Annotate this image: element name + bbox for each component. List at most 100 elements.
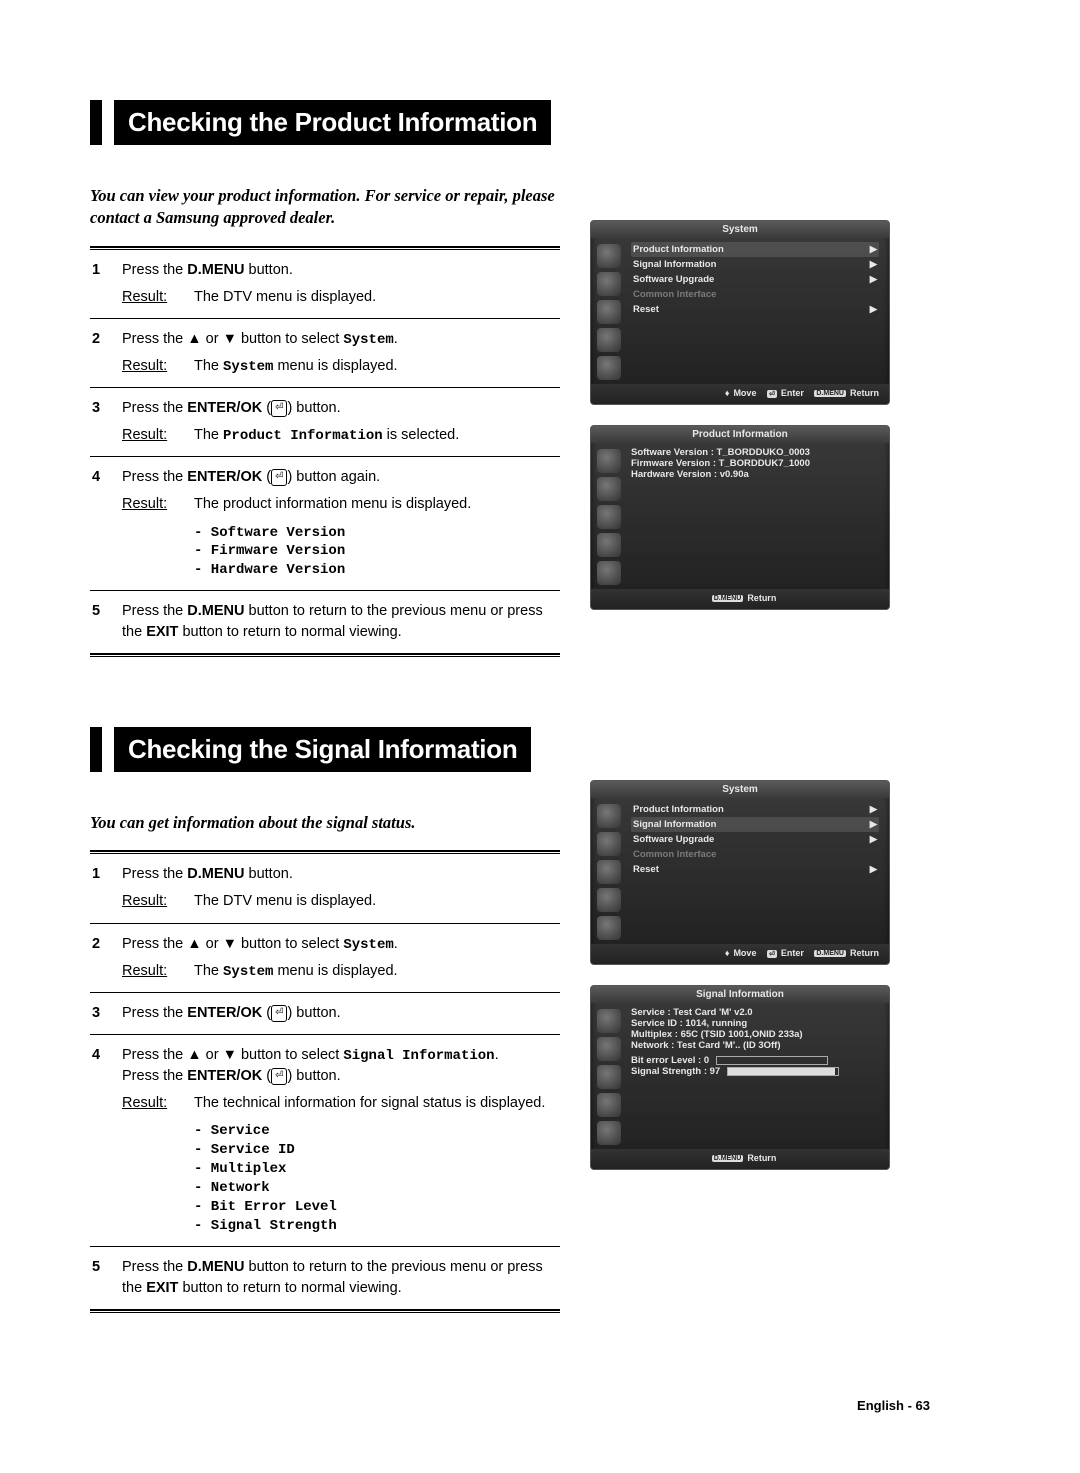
bar-fill xyxy=(728,1068,835,1075)
result-text: The System menu is displayed. xyxy=(194,356,560,377)
step-instruction: Press the D.MENU button. xyxy=(122,260,560,281)
result-label: Result: xyxy=(122,425,194,446)
enter-ok-icon: ⏎ xyxy=(271,469,287,486)
menu-icon xyxy=(597,1009,621,1033)
info-line: Service : Test Card 'M' v2.0 xyxy=(631,1007,879,1018)
menu-icon xyxy=(597,356,621,380)
tv-screen-system: System Product Information▶Signal Inform… xyxy=(590,780,890,965)
menu-item-label: Common Interface xyxy=(633,849,716,860)
list-item: - Service xyxy=(194,1122,560,1141)
step-body: Press the ENTER/OK (⏎) button. Result: T… xyxy=(122,398,560,446)
tv-menu-item: Common Interface xyxy=(631,847,879,862)
section2-intro: You can get information about the signal… xyxy=(90,812,560,834)
menu-icon xyxy=(597,533,621,557)
mono-list: - Service - Service ID - Multiplex - Net… xyxy=(122,1122,560,1235)
result-text: The Product Information is selected. xyxy=(194,425,560,446)
step-result: Result: The Product Information is selec… xyxy=(122,425,560,446)
info-line: Multiplex : 65C (TSID 1001,ONID 233a) xyxy=(631,1029,879,1040)
text: ( xyxy=(262,400,271,416)
chevron-right-icon: ▶ xyxy=(870,864,877,875)
step-number: 3 xyxy=(90,398,122,446)
list-item: - Software Version xyxy=(194,524,560,543)
section2-screens: System Product Information▶Signal Inform… xyxy=(590,780,890,1170)
menu-item-label: Product Information xyxy=(633,244,724,255)
step-result: Result: The DTV menu is displayed. xyxy=(122,287,560,308)
step-result: Result: The DTV menu is displayed. xyxy=(122,891,560,912)
result-label: Result: xyxy=(122,891,194,912)
text: Press the xyxy=(122,469,187,485)
section1-intro: You can view your product information. F… xyxy=(90,185,560,230)
text: button. xyxy=(244,866,292,882)
text: button to return to normal viewing. xyxy=(178,624,401,640)
text: . xyxy=(495,1047,499,1063)
bar-value: 0 xyxy=(704,1055,709,1066)
menu-icon xyxy=(597,1093,621,1117)
text-bold: D.MENU xyxy=(187,262,244,278)
menu-icon xyxy=(597,1065,621,1089)
text-mono: System xyxy=(343,937,393,953)
enter-ok-icon: ⏎ xyxy=(271,400,287,417)
tv-body: Service : Test Card 'M' v2.0 Service ID … xyxy=(591,1003,889,1149)
text: Press the ▲ or ▼ button to select xyxy=(122,331,343,347)
divider xyxy=(90,653,560,657)
bar-outline xyxy=(716,1056,828,1065)
step: 4 Press the ENTER/OK (⏎) button again. R… xyxy=(90,457,560,590)
tv-footer: ♦Move ⏎Enter D.MENUReturn xyxy=(591,944,889,964)
step-body: Press the ENTER/OK (⏎) button. xyxy=(122,1003,560,1024)
step-result: Result: The System menu is displayed. xyxy=(122,356,560,377)
tv-menu-item: Common Interface xyxy=(631,287,879,302)
tv-icon-column xyxy=(591,238,627,384)
step-number: 3 xyxy=(90,1003,122,1024)
tv-body: Software Version : T_BORDDUKO_0003 Firmw… xyxy=(591,443,889,589)
bar-label: Bit error Level : xyxy=(631,1055,701,1066)
step-body: Press the D.MENU button to return to the… xyxy=(122,1257,560,1299)
text: Press the xyxy=(122,262,187,278)
text: is selected. xyxy=(383,427,460,443)
step-body: Press the D.MENU button. Result: The DTV… xyxy=(122,864,560,912)
step: 4 Press the ▲ or ▼ button to select Sign… xyxy=(90,1035,560,1246)
dmenu-icon: D.MENU xyxy=(814,390,846,397)
text: menu is displayed. xyxy=(273,358,397,374)
text: The xyxy=(194,963,223,979)
text: Press the ▲ or ▼ button to select xyxy=(122,1047,343,1063)
step-body: Press the ▲ or ▼ button to select System… xyxy=(122,934,560,983)
menu-icon xyxy=(597,804,621,828)
chevron-right-icon: ▶ xyxy=(870,274,877,285)
tv-footer: ♦Move ⏎Enter D.MENUReturn xyxy=(591,384,889,404)
updown-icon: ♦ xyxy=(725,948,730,958)
step: 3 Press the ENTER/OK (⏎) button. xyxy=(90,993,560,1034)
text-bold: D.MENU xyxy=(187,603,244,619)
step: 3 Press the ENTER/OK (⏎) button. Result:… xyxy=(90,388,560,456)
footer-label: Return xyxy=(850,388,879,398)
text: Press the xyxy=(122,400,187,416)
tv-menu-list: Product Information▶Signal Information▶S… xyxy=(627,798,889,944)
title-marker xyxy=(90,100,102,145)
text: Press the ▲ or ▼ button to select xyxy=(122,936,343,952)
tv-footer: D.MENUReturn xyxy=(591,589,889,609)
text-bold: ENTER/OK xyxy=(187,1005,262,1021)
tv-screen-product-info: Product Information Software Version : T… xyxy=(590,425,890,610)
step: 1 Press the D.MENU button. Result: The D… xyxy=(90,250,560,318)
section1-left-column: You can view your product information. F… xyxy=(90,185,560,657)
menu-icon xyxy=(597,449,621,473)
menu-icon xyxy=(597,832,621,856)
menu-icon xyxy=(597,505,621,529)
step-number: 2 xyxy=(90,329,122,378)
text-mono: Product Information xyxy=(223,428,383,444)
dmenu-icon: D.MENU xyxy=(814,950,846,957)
result-label: Result: xyxy=(122,961,194,982)
footer-label: Move xyxy=(733,948,756,958)
result-label: Result: xyxy=(122,1093,194,1114)
list-item: - Hardware Version xyxy=(194,561,560,580)
result-label: Result: xyxy=(122,356,194,377)
step: 5 Press the D.MENU button to return to t… xyxy=(90,591,560,653)
enter-ok-icon: ⏎ xyxy=(271,1068,287,1085)
menu-item-label: Signal Information xyxy=(633,819,716,830)
enter-icon: ⏎ xyxy=(767,390,777,398)
menu-icon xyxy=(597,1121,621,1145)
footer-label: Return xyxy=(747,593,776,603)
title-marker xyxy=(90,727,102,772)
step-result: Result: The System menu is displayed. xyxy=(122,961,560,982)
menu-icon xyxy=(597,1037,621,1061)
text: button to return to normal viewing. xyxy=(178,1280,401,1296)
